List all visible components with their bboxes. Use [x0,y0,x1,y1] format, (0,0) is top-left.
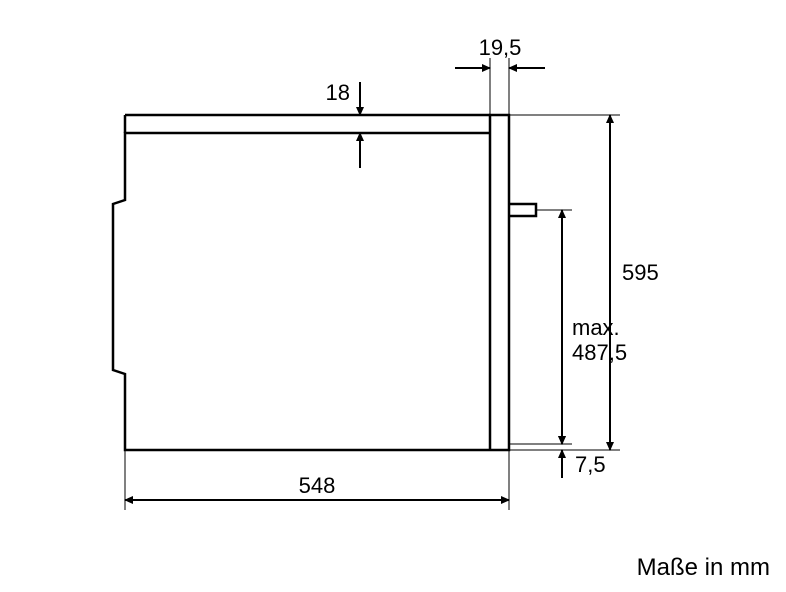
dim-label-487-5: 487,5 [572,340,627,365]
appliance-outline [113,115,509,450]
dim-label-548: 548 [299,473,336,498]
dim-label-max: max. [572,315,620,340]
drawing-svg: 548 19,5 18 595 max. 487,5 7,5 Maße in m… [0,0,786,587]
dim-label-18: 18 [326,80,350,105]
connector-handle [509,204,536,216]
units-caption: Maße in mm [637,554,770,581]
dim-label-19-5: 19,5 [479,35,522,60]
technical-drawing: 548 19,5 18 595 max. 487,5 7,5 Maße in m… [0,0,786,587]
dim-label-595: 595 [622,260,659,285]
dim-label-7-5: 7,5 [575,452,606,477]
